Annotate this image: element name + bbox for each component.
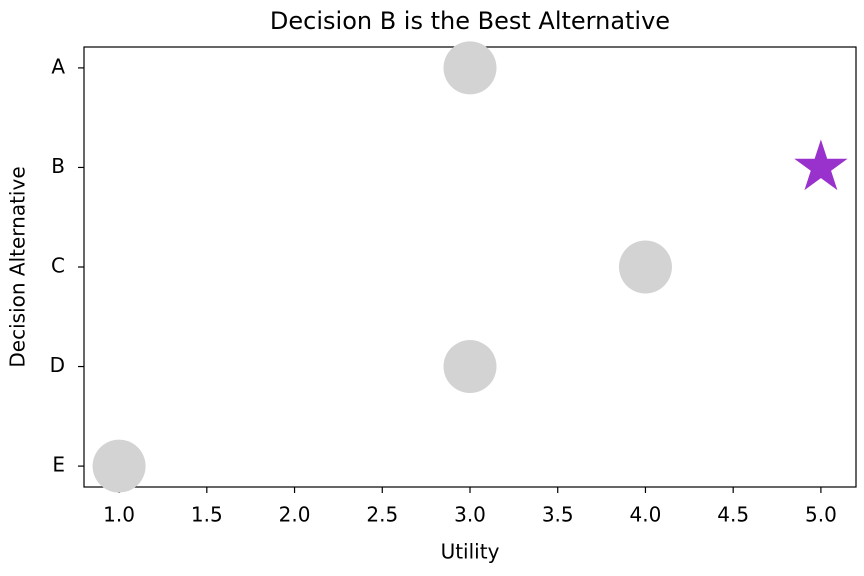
- star-point: [794, 139, 848, 191]
- y-tick-label: E: [52, 453, 65, 477]
- y-tick-label: D: [50, 353, 65, 377]
- x-tick-label: 4.5: [717, 503, 749, 527]
- y-axis-label: Decision Alternative: [6, 166, 30, 367]
- chart-title: Decision B is the Best Alternative: [270, 7, 670, 35]
- point: [443, 340, 497, 394]
- point: [92, 439, 146, 493]
- x-tick-label: 3.0: [454, 503, 486, 527]
- x-tick-label: 5.0: [805, 503, 837, 527]
- y-tick-label: B: [51, 154, 65, 178]
- x-tick-label: 1.0: [103, 503, 135, 527]
- point: [443, 41, 497, 95]
- point: [618, 240, 672, 294]
- x-tick-label: 2.0: [279, 503, 311, 527]
- y-tick-label: A: [51, 54, 65, 78]
- y-tick-label: C: [51, 254, 65, 278]
- x-tick-label: 3.5: [542, 503, 574, 527]
- x-tick-label: 2.5: [366, 503, 398, 527]
- x-axis-label: Utility: [441, 540, 500, 564]
- plot-frame: [83, 46, 857, 488]
- x-tick-label: 1.5: [191, 503, 223, 527]
- x-tick-label: 4.0: [630, 503, 662, 527]
